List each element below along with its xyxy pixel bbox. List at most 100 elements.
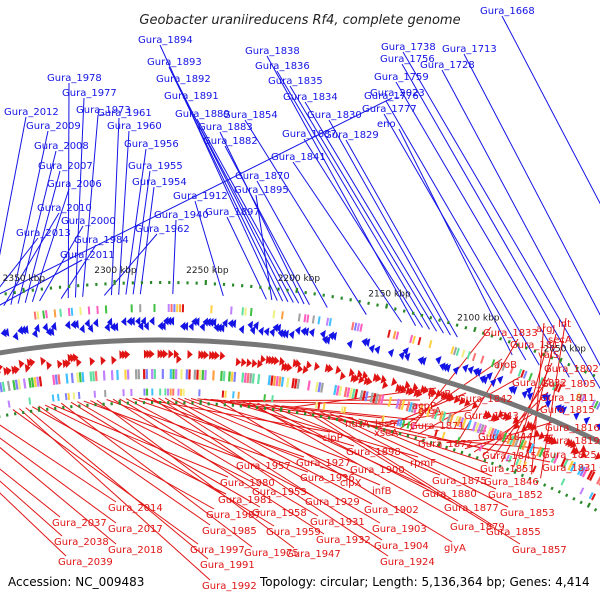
- reverse-gene-line: [119, 398, 319, 517]
- gene-arrow: [297, 364, 303, 374]
- feature-block: [244, 307, 247, 316]
- gene-arrow: [402, 347, 409, 356]
- feature-block: [586, 469, 594, 480]
- reverse-gene-line: [60, 402, 253, 548]
- kbp-label: 2300 kbp: [94, 266, 137, 276]
- gene-arrow: [62, 359, 69, 369]
- forward-gene-line: [398, 128, 513, 356]
- feature-block: [361, 390, 367, 401]
- reverse-gene-label: argJ: [536, 324, 555, 335]
- feature-block: [543, 449, 550, 460]
- tick-mark: [543, 483, 547, 487]
- reverse-gene-line: [358, 418, 491, 451]
- gene-arrow: [324, 335, 331, 345]
- tick-mark: [411, 311, 415, 315]
- reverse-gene-label: Gura_1817: [510, 340, 565, 351]
- gene-arrow: [168, 316, 175, 326]
- gene-arrow: [241, 357, 247, 367]
- feature-block: [452, 346, 458, 356]
- reverse-gene-line: [125, 398, 314, 497]
- reverse-gene-label: Gura_1879: [450, 522, 505, 533]
- gene-arrow: [253, 321, 259, 331]
- forward-gene-line: [196, 118, 300, 304]
- gene-arrow: [302, 365, 309, 374]
- gene-arrow: [277, 329, 284, 338]
- gene-arrow: [34, 323, 40, 333]
- gene-arrow: [596, 423, 600, 431]
- feature-block: [314, 381, 319, 392]
- gene-arrow: [482, 409, 490, 419]
- feature-block: [426, 406, 431, 418]
- gene-arrow: [211, 318, 217, 327]
- forward-gene-line: [276, 70, 430, 330]
- feature-block: [307, 380, 311, 391]
- reverse-gene-line: [112, 398, 325, 535]
- tick-mark: [513, 468, 518, 475]
- feature-block: [232, 391, 235, 399]
- forward-gene-line: [328, 119, 451, 336]
- reverse-gene-line: [158, 397, 383, 541]
- forward-gene-line: [31, 188, 70, 302]
- feature-block: [441, 411, 447, 422]
- forward-gene-label: Gura_1895: [234, 185, 289, 196]
- forward-gene-line: [463, 53, 600, 316]
- feature-block: [453, 415, 460, 426]
- reverse-gene-label: Gura_1959: [266, 527, 321, 538]
- tick-mark: [446, 320, 450, 325]
- feature-block: [353, 322, 358, 331]
- gene-arrow: [526, 386, 533, 396]
- forward-gene-label: Gura_1912: [173, 191, 228, 202]
- reverse-gene-line: [0, 437, 117, 524]
- gene-arrow: [211, 350, 218, 360]
- gene-arrow: [5, 366, 12, 376]
- gene-arrow: [375, 373, 382, 383]
- forward-gene-label: Gura_1891: [164, 91, 219, 102]
- feature-block: [506, 434, 513, 445]
- gene-arrow: [79, 324, 85, 334]
- feature-block: [588, 471, 596, 482]
- feature-block: [42, 310, 46, 319]
- gene-arrow: [350, 373, 357, 383]
- reverse-gene-line: [348, 416, 493, 477]
- feature-block: [560, 457, 567, 468]
- feature-block: [17, 379, 22, 390]
- feature-block: [356, 323, 361, 332]
- reverse-gene-line: [300, 408, 521, 545]
- gene-arrow: [440, 390, 447, 400]
- forward-gene-line: [401, 63, 587, 385]
- gene-arrow: [490, 378, 497, 388]
- gene-arrow: [0, 371, 1, 374]
- backbone: [0, 337, 600, 445]
- reverse-gene-line: [31, 406, 215, 510]
- reverse-gene-line: [223, 399, 419, 458]
- gene-arrow: [419, 384, 427, 394]
- gene-arrow: [288, 330, 295, 340]
- feature-block: [490, 359, 496, 368]
- reverse-gene-line: [171, 397, 373, 505]
- gene-arrow: [182, 321, 189, 331]
- gene-arrow: [258, 326, 264, 336]
- feature-block: [79, 307, 82, 316]
- feature-block: [513, 437, 520, 448]
- feature-block: [466, 419, 472, 430]
- feature-block: [557, 384, 563, 393]
- feature-block: [456, 416, 462, 427]
- gene-arrow: [119, 350, 125, 360]
- forward-gene-label: Gura_1738: [381, 42, 436, 53]
- tick-mark: [279, 406, 283, 412]
- gene-arrow: [149, 316, 155, 326]
- forward-gene-label: Gura_1882: [203, 136, 258, 147]
- feature-block: [509, 365, 515, 374]
- forward-gene-label: Gura_2011: [60, 250, 115, 261]
- gene-arrow: [471, 400, 479, 410]
- feature-block: [418, 404, 424, 415]
- tick-mark: [524, 346, 528, 350]
- feature-block: [102, 370, 106, 381]
- reverse-gene-label: nusA: [345, 419, 370, 430]
- tick-mark: [475, 456, 479, 460]
- gene-arrow: [32, 329, 38, 338]
- feature-block: [517, 459, 523, 467]
- feature-block: [303, 314, 307, 323]
- feature-block: [494, 429, 500, 440]
- gene-arrow: [269, 328, 275, 337]
